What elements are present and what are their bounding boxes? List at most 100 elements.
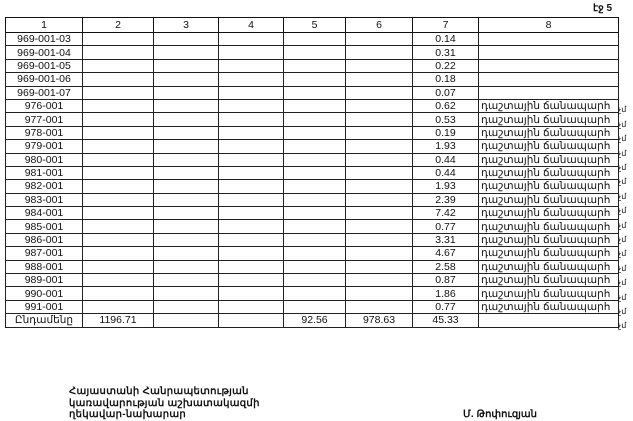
parcel-code-cell: 988-001: [5, 259, 83, 275]
footer-line: Հայաստանի Հանրապետության: [69, 386, 249, 397]
empty-cell: [153, 72, 219, 87]
empty-cell: [283, 232, 346, 248]
row-note: չմ: [618, 263, 627, 273]
total-cell: 45.33: [412, 313, 479, 328]
purpose-cell: դաշտային ճանապարհ: [478, 165, 619, 181]
empty-cell: [82, 246, 154, 261]
empty-cell: [153, 152, 219, 167]
purpose-cell: դաշտային ճանապարհ: [478, 139, 619, 154]
row-note: չմ: [618, 119, 627, 129]
empty-cell: [153, 112, 219, 127]
empty-cell: [218, 246, 284, 261]
empty-cell: [218, 125, 284, 141]
column-header: 3: [153, 17, 219, 33]
purpose-cell: դաշտային ճանապարհ: [478, 259, 619, 275]
empty-cell: [153, 45, 219, 60]
empty-cell: [283, 206, 346, 221]
empty-cell: [345, 192, 413, 208]
row-note: չմ: [618, 249, 627, 259]
empty-cell: [218, 179, 284, 194]
area-cell: 0.53: [412, 112, 479, 127]
purpose-cell: դաշտային ճանապարհ: [478, 232, 619, 248]
empty-cell: [283, 58, 346, 74]
empty-cell: [218, 299, 284, 315]
purpose-cell: [478, 72, 619, 87]
total-cell: 92.56: [283, 313, 346, 328]
empty-cell: [153, 259, 219, 275]
purpose-cell: դաշտային ճանապարհ: [478, 112, 619, 127]
total-row: Ընդամենը 1196.71 92.56 978.63 45.33: [5, 313, 619, 328]
empty-cell: [82, 232, 154, 248]
total-cell: 1196.71: [82, 313, 154, 328]
parcel-code-cell: 984-001: [5, 206, 83, 221]
empty-cell: [345, 219, 413, 234]
empty-cell: [153, 219, 219, 234]
empty-cell: [283, 72, 346, 87]
empty-cell: [153, 139, 219, 154]
empty-cell: [153, 165, 219, 181]
purpose-cell: [478, 31, 619, 47]
purpose-cell: [478, 85, 619, 100]
table-row: 991-001 0.77 դաշտային ճանապարհ: [5, 299, 619, 315]
empty-cell: [218, 219, 284, 234]
area-cell: 4.67: [412, 246, 479, 261]
empty-cell: [345, 31, 413, 47]
footer-title: Հայաստանի Հանրապետության կառավարության ա…: [69, 386, 260, 421]
row-note: չմ: [618, 278, 627, 288]
row-note: չմ: [618, 292, 627, 302]
total-label: Ընդամենը: [5, 313, 83, 328]
empty-cell: [82, 98, 154, 114]
purpose-cell: դաշտային ճանապարհ: [478, 246, 619, 261]
empty-cell: [283, 192, 346, 208]
empty-cell: [82, 58, 154, 74]
table-row: 977-001 0.53 դաշտային ճանապարհ: [5, 112, 619, 127]
parcel-code-cell: 969-001-05: [5, 58, 83, 74]
empty-cell: [218, 85, 284, 100]
purpose-cell: [478, 45, 619, 60]
empty-cell: [283, 246, 346, 261]
table-row: 981-001 0.44 դաշտային ճանապարհ: [5, 165, 619, 181]
table-row: 987-001 4.67 դաշտային ճանապարհ: [5, 246, 619, 261]
empty-cell: [82, 31, 154, 47]
row-note: չմ: [618, 206, 627, 216]
parcel-code-cell: 987-001: [5, 246, 83, 261]
empty-cell: [218, 45, 284, 60]
empty-cell: [153, 125, 219, 141]
purpose-cell: դաշտային ճանապարհ: [478, 152, 619, 167]
area-cell: 0.62: [412, 98, 479, 114]
column-header: 4: [218, 17, 284, 33]
total-cell: [218, 313, 284, 328]
area-cell: 0.87: [412, 273, 479, 288]
footer-line: կառավարության աշխատակազմի: [69, 397, 260, 409]
empty-cell: [218, 273, 284, 288]
purpose-cell: դաշտային ճանապարհ: [478, 179, 619, 194]
table-row: 983-001 2.39 դաշտային ճանապարհ: [5, 192, 619, 208]
empty-cell: [283, 152, 346, 167]
row-note: չմ: [618, 307, 627, 316]
parcel-code-cell: 977-001: [5, 112, 83, 127]
empty-cell: [153, 246, 219, 261]
empty-cell: [345, 58, 413, 74]
area-cell: 0.07: [412, 85, 479, 100]
empty-cell: [153, 31, 219, 47]
empty-cell: [345, 232, 413, 248]
empty-cell: [82, 165, 154, 181]
signer-name: Մ. Թոփուզյան: [463, 409, 537, 420]
parcel-code-cell: 990-001: [5, 286, 83, 301]
purpose-cell: դաշտային ճանապարհ: [478, 299, 619, 315]
area-cell: 2.39: [412, 192, 479, 208]
empty-cell: [345, 72, 413, 87]
empty-cell: [153, 232, 219, 248]
parcel-code-cell: 976-001: [5, 98, 83, 114]
table-row: 989-001 0.87 դաշտային ճանապարհ: [5, 273, 619, 288]
table-row: 969-001-04 0.31: [5, 45, 619, 60]
empty-cell: [153, 85, 219, 100]
table-row: 984-001 7.42 դաշտային ճանապարհ: [5, 206, 619, 221]
empty-cell: [345, 246, 413, 261]
column-header: 7: [412, 17, 479, 33]
area-cell: 1.93: [412, 139, 479, 154]
empty-cell: [283, 259, 346, 275]
parcel-code-cell: 969-001-04: [5, 45, 83, 60]
